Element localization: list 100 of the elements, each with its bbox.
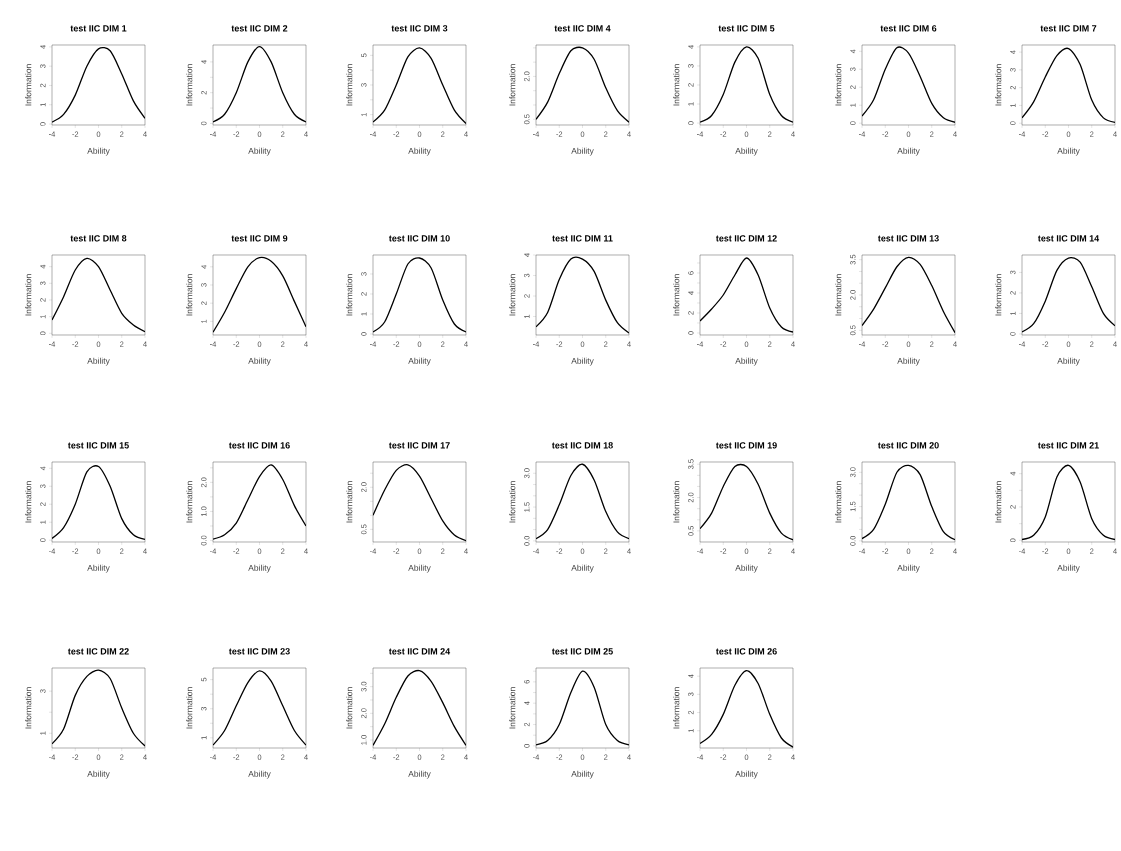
x-axis-title: Ability <box>248 770 271 779</box>
line-series <box>373 669 466 746</box>
chart-title: test IIC DIM 20 <box>877 442 939 449</box>
y-axis-title: Information <box>346 481 353 523</box>
y-axis-title: Information <box>835 274 842 316</box>
chart-title: test IIC DIM 10 <box>388 235 450 242</box>
x-axis-title: Ability <box>1057 564 1080 573</box>
chart-title: test IIC DIM 3 <box>391 25 448 32</box>
x-axis-title: Ability <box>87 564 110 573</box>
chart-title: test IIC DIM 7 <box>1040 25 1097 32</box>
line-series <box>213 257 306 333</box>
chart-title: test IIC DIM 6 <box>880 25 937 32</box>
line-series <box>373 257 466 333</box>
y-axis-title: Information <box>25 687 32 729</box>
chart-title: test IIC DIM 11 <box>552 235 613 242</box>
line-series <box>213 464 306 540</box>
y-axis-title: Information <box>509 64 516 106</box>
line-series <box>536 463 630 540</box>
chart-title: test IIC DIM 5 <box>718 25 775 32</box>
chart-title: test IIC DIM 2 <box>231 25 288 32</box>
y-axis-title: Information <box>25 64 32 106</box>
x-axis-title: Ability <box>897 357 920 366</box>
x-axis-title: Ability <box>735 147 758 156</box>
x-axis-title: Ability <box>408 564 431 573</box>
chart-title: test IIC DIM 14 <box>1037 235 1100 242</box>
y-axis-title: Information <box>186 481 193 523</box>
chart-title: test IIC DIM 26 <box>715 648 777 655</box>
line-series <box>700 46 794 123</box>
y-axis-title: Information <box>995 64 1002 106</box>
x-axis-title: Ability <box>571 770 594 779</box>
line-series <box>862 256 956 334</box>
line-series <box>862 46 956 123</box>
chart-title: test IIC DIM 12 <box>715 235 777 242</box>
x-axis-title: Ability <box>897 564 920 573</box>
chart-title: test IIC DIM 23 <box>228 648 290 655</box>
line-series <box>862 464 956 541</box>
x-axis-title: Ability <box>87 357 110 366</box>
y-axis-title: Information <box>673 481 680 523</box>
chart-title: test IIC DIM 18 <box>551 442 613 449</box>
line-series <box>700 670 794 748</box>
line-series <box>1022 257 1116 333</box>
y-axis-title: Information <box>509 481 516 523</box>
x-axis-title: Ability <box>248 147 271 156</box>
y-axis-title: Information <box>509 687 516 729</box>
x-axis-title: Ability <box>571 564 594 573</box>
line-series <box>373 464 466 542</box>
chart-title: test IIC DIM 19 <box>715 442 777 449</box>
y-axis-title: Information <box>835 481 842 523</box>
chart-title: test IIC DIM 8 <box>70 235 127 242</box>
x-axis-title: Ability <box>571 357 594 366</box>
line-series <box>213 670 306 746</box>
y-axis-title: Information <box>25 274 32 316</box>
chart-title: test IIC DIM 25 <box>551 648 613 655</box>
x-axis-title: Ability <box>248 564 271 573</box>
line-series <box>52 257 145 333</box>
x-axis-title: Ability <box>87 770 110 779</box>
line-series <box>1022 47 1116 123</box>
y-axis-title: Information <box>186 64 193 106</box>
chart-title: test IIC DIM 4 <box>554 25 611 32</box>
x-axis-title: Ability <box>897 147 920 156</box>
y-axis-title: Information <box>835 64 842 106</box>
chart-title: test IIC DIM 9 <box>231 235 288 242</box>
chart-title: test IIC DIM 13 <box>877 235 939 242</box>
x-axis-title: Ability <box>408 770 431 779</box>
line-series <box>52 669 145 747</box>
x-axis-title: Ability <box>248 357 271 366</box>
y-axis-title: Information <box>25 481 32 523</box>
y-axis-title: Information <box>673 64 680 106</box>
y-axis-title: Information <box>346 274 353 316</box>
chart-title: test IIC DIM 16 <box>228 442 290 449</box>
y-axis-title: Information <box>346 687 353 729</box>
chart-title: test IIC DIM 22 <box>67 648 129 655</box>
y-axis-title: Information <box>509 274 516 316</box>
x-axis-title: Ability <box>1057 147 1080 156</box>
line-series <box>700 257 794 333</box>
line-series <box>213 45 306 123</box>
chart-title: test IIC DIM 1 <box>70 25 127 32</box>
y-axis-title: Information <box>186 687 193 729</box>
y-axis-title: Information <box>186 274 193 316</box>
line-series <box>1022 464 1116 541</box>
chart-title: test IIC DIM 15 <box>67 442 129 449</box>
chart-title: test IIC DIM 17 <box>388 442 450 449</box>
x-axis-title: Ability <box>408 357 431 366</box>
y-axis-title: Information <box>673 687 680 729</box>
line-series <box>373 47 466 125</box>
line-series <box>52 465 145 540</box>
line-series <box>52 47 145 123</box>
y-axis-title: Information <box>995 481 1002 523</box>
x-axis-title: Ability <box>571 147 594 156</box>
x-axis-title: Ability <box>735 770 758 779</box>
chart-title: test IIC DIM 24 <box>388 648 451 655</box>
y-axis-title: Information <box>673 274 680 316</box>
y-axis-title: Information <box>346 64 353 106</box>
line-series <box>536 670 630 746</box>
x-axis-title: Ability <box>735 357 758 366</box>
y-axis-title: Information <box>995 274 1002 316</box>
line-series <box>536 46 630 123</box>
x-axis-title: Ability <box>87 147 110 156</box>
chart-title: test IIC DIM 21 <box>1037 442 1099 449</box>
x-axis-title: Ability <box>1057 357 1080 366</box>
